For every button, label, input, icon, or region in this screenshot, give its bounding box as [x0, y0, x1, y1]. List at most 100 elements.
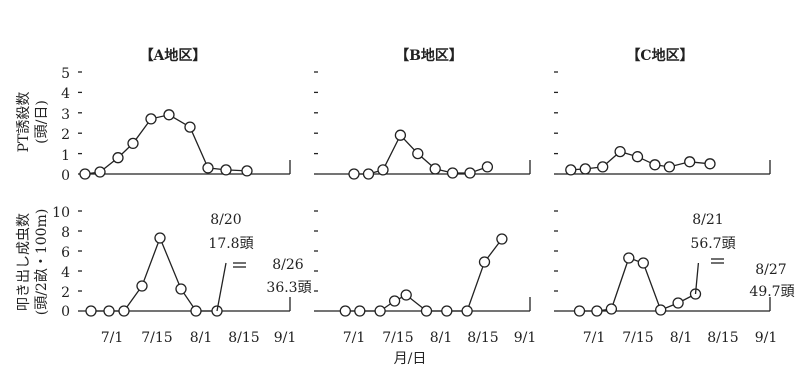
data-point: [565, 164, 577, 176]
data-point: [446, 167, 459, 179]
panel-bottom-0: [85, 232, 227, 317]
data-point: [663, 161, 676, 173]
bottom-ylabel-line2: (頭/2畝・100m): [34, 209, 50, 316]
data-point: [637, 257, 649, 269]
xtick: 8/15: [467, 330, 498, 346]
data-point: [241, 165, 253, 177]
top-ylabel: PT誘殺数 (頭/日): [16, 92, 50, 153]
series-line: [345, 238, 503, 312]
axes-bottom-0: [78, 210, 291, 312]
data-point: [388, 295, 401, 307]
data-point: [649, 159, 661, 171]
xtick: 8/1: [670, 330, 693, 346]
panel-top-1: [348, 129, 494, 180]
bottom-ytick: 6: [61, 245, 70, 261]
xtick: 7/1: [343, 330, 366, 346]
annotations-a: 8/20 17.8頭 8/26 36.3頭: [208, 212, 311, 296]
series-line: [216, 262, 227, 312]
panel-top-2: [565, 145, 716, 176]
xtick: 7/1: [583, 330, 606, 346]
bottom-ylabel: 叩き出し成虫数 (頭/2畝・100m): [16, 209, 50, 316]
data-point: [163, 109, 175, 121]
data-point: [103, 305, 115, 317]
series-line: [84, 114, 248, 175]
bottom-ytick: 8: [61, 225, 70, 241]
data-point: [623, 252, 635, 264]
annotation: 49.7頭: [749, 284, 794, 300]
panels: [78, 71, 771, 317]
data-point: [112, 152, 124, 164]
xticks-a: 7/1 7/15 8/1 8/15 9/1: [101, 330, 297, 346]
axes-top-2: [554, 71, 771, 175]
xtick: 7/15: [622, 330, 653, 346]
data-point: [631, 151, 644, 163]
data-point: [374, 305, 386, 317]
top-ytick: 1: [61, 148, 70, 164]
annotation: 8/20: [210, 212, 241, 228]
xtick: 7/15: [382, 330, 413, 346]
x-axis-title: 月/日: [394, 351, 427, 367]
top-yticks: 5 4 3 2 1 0: [61, 66, 70, 184]
data-point: [655, 304, 667, 316]
data-point: [464, 167, 476, 179]
xtick: 8/15: [707, 330, 738, 346]
data-point: [184, 121, 196, 133]
data-point: [136, 280, 148, 292]
data-point: [573, 305, 586, 317]
data-point: [704, 158, 716, 170]
bottom-yticks: 10 8 6 4 2 0: [52, 205, 70, 320]
data-point: [478, 256, 491, 268]
region-title-b: 【B地区】: [395, 47, 463, 64]
data-point: [202, 162, 214, 174]
panel-bottom-2: [573, 252, 702, 317]
xtick: 9/1: [274, 330, 297, 346]
data-point: [175, 283, 187, 295]
data-point: [118, 305, 130, 317]
data-point: [441, 305, 453, 317]
data-point: [672, 297, 684, 309]
annotation: 8/21: [692, 212, 723, 228]
series-line: [91, 236, 217, 312]
top-ylabel-line2: (頭/日): [34, 100, 50, 144]
panel-top-0: [79, 109, 253, 180]
annotations-c: 8/21 56.7頭 8/27 49.7頭: [690, 212, 794, 300]
xtick: 8/1: [190, 330, 213, 346]
xtick: 9/1: [514, 330, 537, 346]
bottom-ytick: 2: [61, 285, 70, 301]
axes-top-1: [314, 71, 531, 175]
data-point: [377, 164, 389, 176]
data-point: [429, 163, 441, 175]
series-line: [694, 262, 700, 295]
data-point: [412, 147, 424, 160]
top-ytick: 5: [61, 66, 70, 82]
top-ylabel-line1: PT誘殺数: [16, 92, 32, 153]
xtick: 8/1: [430, 330, 453, 346]
data-point: [591, 305, 603, 317]
xtick: 7/1: [101, 330, 124, 346]
bottom-ytick: 0: [61, 304, 70, 320]
data-point: [127, 137, 139, 150]
bottom-ytick: 10: [52, 205, 70, 221]
data-point: [354, 305, 366, 317]
data-point: [339, 305, 351, 317]
annotation: 56.7頭: [690, 236, 735, 252]
annotation: 17.8頭: [208, 236, 253, 252]
data-point: [220, 164, 232, 176]
data-point: [481, 161, 494, 173]
data-point: [420, 305, 433, 317]
data-point: [154, 232, 166, 244]
data-point: [79, 168, 91, 180]
data-point: [605, 303, 618, 315]
data-point: [145, 113, 157, 125]
annotation: 36.3頭: [266, 280, 311, 296]
bottom-ylabel-line1: 叩き出し成虫数: [16, 213, 32, 311]
region-title-c: 【C地区】: [626, 47, 693, 64]
top-ytick: 3: [61, 107, 70, 123]
top-ytick: 2: [61, 127, 70, 143]
region-title-a: 【A地区】: [140, 47, 207, 64]
data-point: [85, 305, 97, 317]
data-point: [190, 305, 202, 317]
xtick: 7/15: [141, 330, 172, 346]
axes-bottom-1: [314, 210, 531, 312]
